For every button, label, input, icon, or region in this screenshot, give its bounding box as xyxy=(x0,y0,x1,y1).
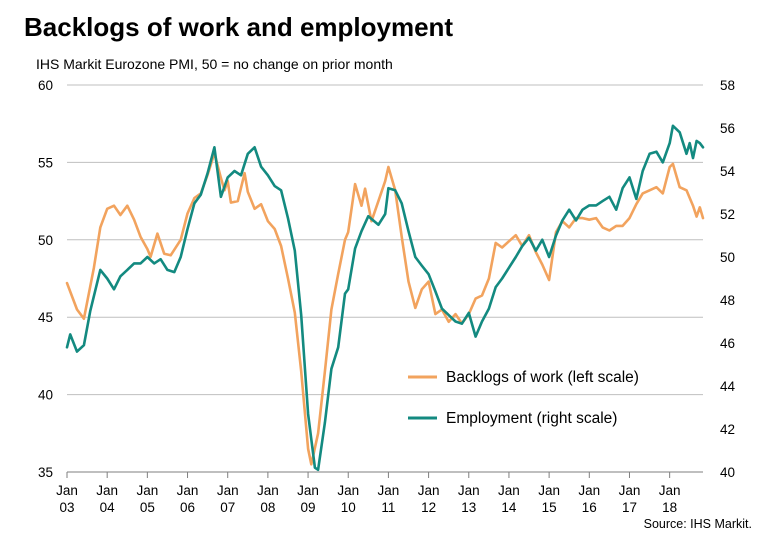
x-tick-label-month: Jan xyxy=(458,483,480,498)
x-tick-label-month: Jan xyxy=(538,483,560,498)
y-right-tick-label: 42 xyxy=(720,422,735,437)
x-tick-label-month: Jan xyxy=(578,483,600,498)
x-tick-label-month: Jan xyxy=(257,483,279,498)
x-tick-label-year: 07 xyxy=(220,500,235,515)
x-tick-label-month: Jan xyxy=(297,483,319,498)
x-tick-label-month: Jan xyxy=(177,483,199,498)
employment-line xyxy=(65,124,705,472)
x-tick-label-year: 05 xyxy=(140,500,155,515)
y-left-tick-label: 35 xyxy=(38,465,53,480)
x-tick-label-year: 10 xyxy=(341,500,356,515)
y-left-tick-label: 60 xyxy=(38,78,53,93)
y-left-tick-label: 55 xyxy=(38,155,53,170)
legend: Backlogs of work (left scale) Employment … xyxy=(408,369,639,427)
x-tick-label-year: 03 xyxy=(59,500,74,515)
x-tick-label-year: 09 xyxy=(301,500,316,515)
x-tick-label-month: Jan xyxy=(498,483,520,498)
x-tick-label-month: Jan xyxy=(659,483,681,498)
x-tick-label-year: 12 xyxy=(421,500,436,515)
x-tick-label-month: Jan xyxy=(418,483,440,498)
x-tick-label-month: Jan xyxy=(136,483,158,498)
x-tick-label-month: Jan xyxy=(96,483,118,498)
x-tick-label-month: Jan xyxy=(337,483,359,498)
gridlines xyxy=(67,84,703,396)
x-tick-label-year: 16 xyxy=(582,500,597,515)
x-tick-label-year: 11 xyxy=(381,500,395,515)
y-right-tick-label: 46 xyxy=(720,336,735,351)
y-right-tick-label: 52 xyxy=(720,207,735,222)
y-right-tick-label: 48 xyxy=(720,293,735,308)
axes: 35 40 45 50 55 60 40 42 44 46 48 50 52 54 56 58 Jan 03 Jan… xyxy=(38,78,736,515)
y-right-tick-label: 44 xyxy=(720,379,736,394)
x-tick-label-year: 04 xyxy=(100,500,116,515)
legend-backlogs-label: Backlogs of work (left scale) xyxy=(446,369,639,386)
chart-subtitle: IHS Markit Eurozone PMI, 50 = no change … xyxy=(36,56,393,72)
x-tick-label-month: Jan xyxy=(378,483,400,498)
x-tick-label-year: 15 xyxy=(542,500,557,515)
x-tick-label-year: 06 xyxy=(180,500,195,515)
y-right-tick-label: 54 xyxy=(720,164,736,179)
plot-area xyxy=(65,124,705,472)
x-tick-label-month: Jan xyxy=(619,483,641,498)
x-tick-label-year: 18 xyxy=(662,500,677,515)
x-tick-label-month: Jan xyxy=(217,483,239,498)
y-left-tick-label: 45 xyxy=(38,310,53,325)
y-right-tick-label: 40 xyxy=(720,465,735,480)
legend-employment-label: Employment (right scale) xyxy=(446,410,617,427)
x-tick-label-month: Jan xyxy=(56,483,78,498)
x-tick-label-year: 13 xyxy=(461,500,476,515)
y-left-tick-label: 40 xyxy=(38,388,53,403)
y-right-tick-label: 56 xyxy=(720,121,735,136)
backlogs-of-work-line xyxy=(65,151,705,466)
x-tick-label-year: 17 xyxy=(622,500,637,515)
y-right-tick-label: 50 xyxy=(720,250,735,265)
x-tick-label-year: 08 xyxy=(260,500,275,515)
y-left-tick-label: 50 xyxy=(38,233,53,248)
x-tick-label-year: 14 xyxy=(501,500,517,515)
y-right-tick-label: 58 xyxy=(720,78,735,93)
source-note: Source: IHS Markit. xyxy=(644,517,752,531)
chart-title: Backlogs of work and employment xyxy=(24,12,453,42)
